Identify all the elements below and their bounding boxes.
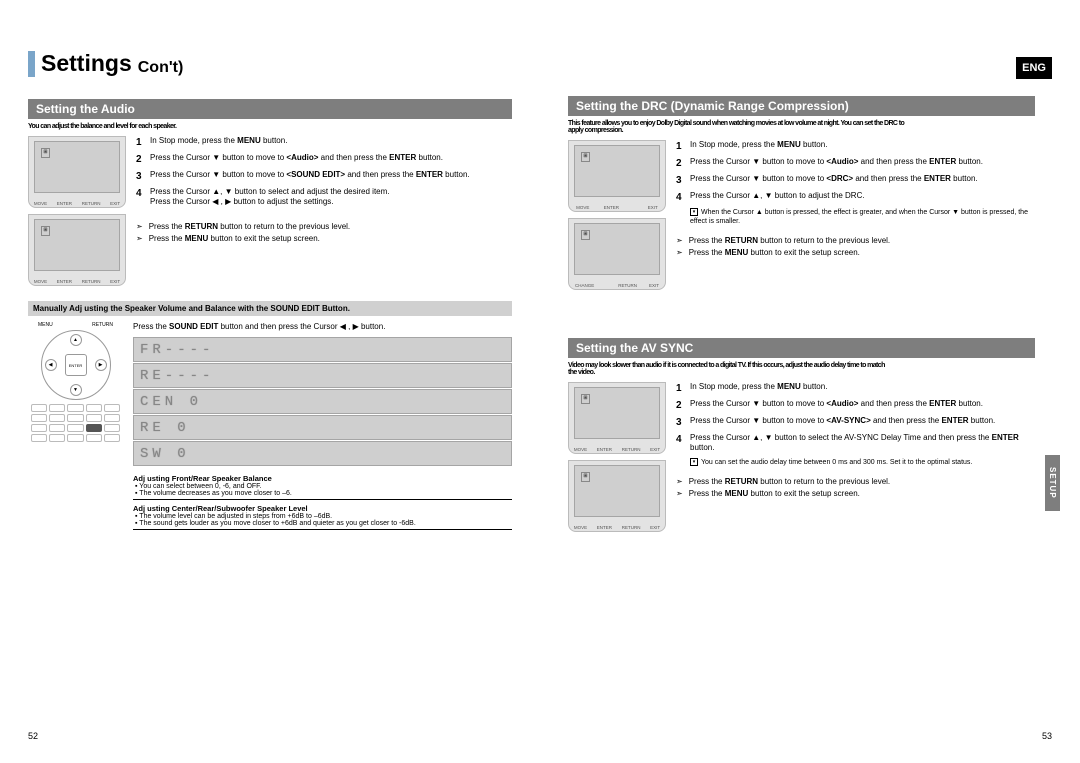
accent-bar — [28, 51, 35, 77]
drc-intro: This feature allows you to enjoy Dolby D… — [568, 120, 1035, 134]
avsync-screens: ⊞ MOVE ENTER RETURN EXIT ⊞ MOVE ENTER RE… — [568, 382, 666, 532]
section-heading-avsync: Setting the AV SYNC — [568, 338, 1035, 358]
tv-screen: ⊞ MOVE ENTER RETURN EXIT — [28, 136, 126, 208]
segment-displays: FR---- RE---- CEN 0 RE 0 SW 0 — [133, 337, 512, 466]
audio-screens: ⊞ MOVE ENTER RETURN EXIT ⊞ MOVE ENTER RE… — [28, 136, 126, 286]
return-icon: ➣ — [136, 222, 143, 231]
tv-screen: ⊞ MOVE ENTER RETURN EXIT — [568, 382, 666, 454]
remote-buttons-grid — [28, 404, 123, 442]
avsync-intro: Video may look slower than audio if it i… — [568, 362, 1035, 376]
up-icon: ▲ — [70, 334, 82, 346]
step-text: Press the Cursor ▲, ▼ button to select a… — [150, 187, 512, 208]
return-icon: ➣ — [676, 248, 683, 257]
step-text: Press the Cursor ▼ button to move to <SO… — [150, 170, 512, 183]
return-icon: ➣ — [676, 236, 683, 245]
tv-screen: ⊞ CHANGE RETURN EXIT — [568, 218, 666, 290]
note-bar: Manually Adj usting the Speaker Volume a… — [28, 301, 512, 316]
page-number-right: 53 — [1042, 731, 1052, 741]
sound-edit-row: MENURETURN ENTER ▲ ▼ ◀ ▶ Press the SO — [28, 322, 512, 534]
page-number-left: 52 — [28, 731, 38, 741]
down-icon: ▼ — [70, 384, 82, 396]
manual-spread: Settings Con't) Setting the Audio You ca… — [0, 0, 1080, 763]
title-bar: Settings Con't) — [28, 50, 512, 77]
note-icon: ▾ — [690, 458, 698, 466]
audio-intro: You can adjust the balance and level for… — [28, 123, 512, 130]
return-icon: ➣ — [136, 234, 143, 243]
return-icon: ➣ — [676, 477, 683, 486]
step-text: Press the Cursor ▼ button to move to <Au… — [150, 153, 512, 166]
side-tab-setup: SETUP — [1045, 455, 1060, 511]
audio-steps: 1In Stop mode, press the MENU button. 2P… — [136, 136, 512, 286]
step-text: In Stop mode, press the MENU button. — [150, 136, 512, 149]
page-left: Settings Con't) Setting the Audio You ca… — [0, 0, 540, 763]
adjust-notes: Adj usting Front/Rear Speaker Balance ▪ … — [133, 474, 512, 530]
return-icon: ➣ — [676, 489, 683, 498]
sound-edit-displays: Press the SOUND EDIT button and then pre… — [133, 322, 512, 534]
language-badge: ENG — [1016, 57, 1052, 79]
drc-screens: ⊞ MOVE ENTER EXIT ⊞ CHANGE RETURN EXIT — [568, 140, 666, 290]
drc-steps: 1In Stop mode, press the MENU button. 2P… — [676, 140, 1035, 290]
left-icon: ◀ — [45, 359, 57, 371]
enter-button: ENTER — [65, 354, 87, 376]
tv-screen: ⊞ MOVE ENTER RETURN EXIT — [28, 214, 126, 286]
audio-steps-row: ⊞ MOVE ENTER RETURN EXIT ⊞ MOVE ENTER RE… — [28, 136, 512, 286]
tv-caption: MOVE ENTER RETURN EXIT — [29, 201, 125, 206]
drc-steps-row: ⊞ MOVE ENTER EXIT ⊞ CHANGE RETURN EXIT — [568, 140, 1035, 290]
tv-screen: ⊞ MOVE ENTER RETURN EXIT — [568, 460, 666, 532]
tv-screen: ⊞ MOVE ENTER EXIT — [568, 140, 666, 212]
page-subtitle: Con't) — [138, 59, 184, 77]
section-heading-audio: Setting the Audio — [28, 99, 512, 119]
avsync-steps: 1In Stop mode, press the MENU button. 2P… — [676, 382, 1035, 532]
remote-control: MENURETURN ENTER ▲ ▼ ◀ ▶ — [28, 322, 123, 462]
right-icon: ▶ — [95, 359, 107, 371]
page-right: ENG Setting the DRC (Dynamic Range Compr… — [540, 0, 1080, 763]
avsync-steps-row: ⊞ MOVE ENTER RETURN EXIT ⊞ MOVE ENTER RE… — [568, 382, 1035, 532]
section-heading-drc: Setting the DRC (Dynamic Range Compressi… — [568, 96, 1035, 116]
note-icon: ▾ — [690, 208, 698, 216]
page-title: Settings — [41, 50, 132, 77]
dpad: ENTER ▲ ▼ ◀ ▶ — [41, 330, 111, 400]
